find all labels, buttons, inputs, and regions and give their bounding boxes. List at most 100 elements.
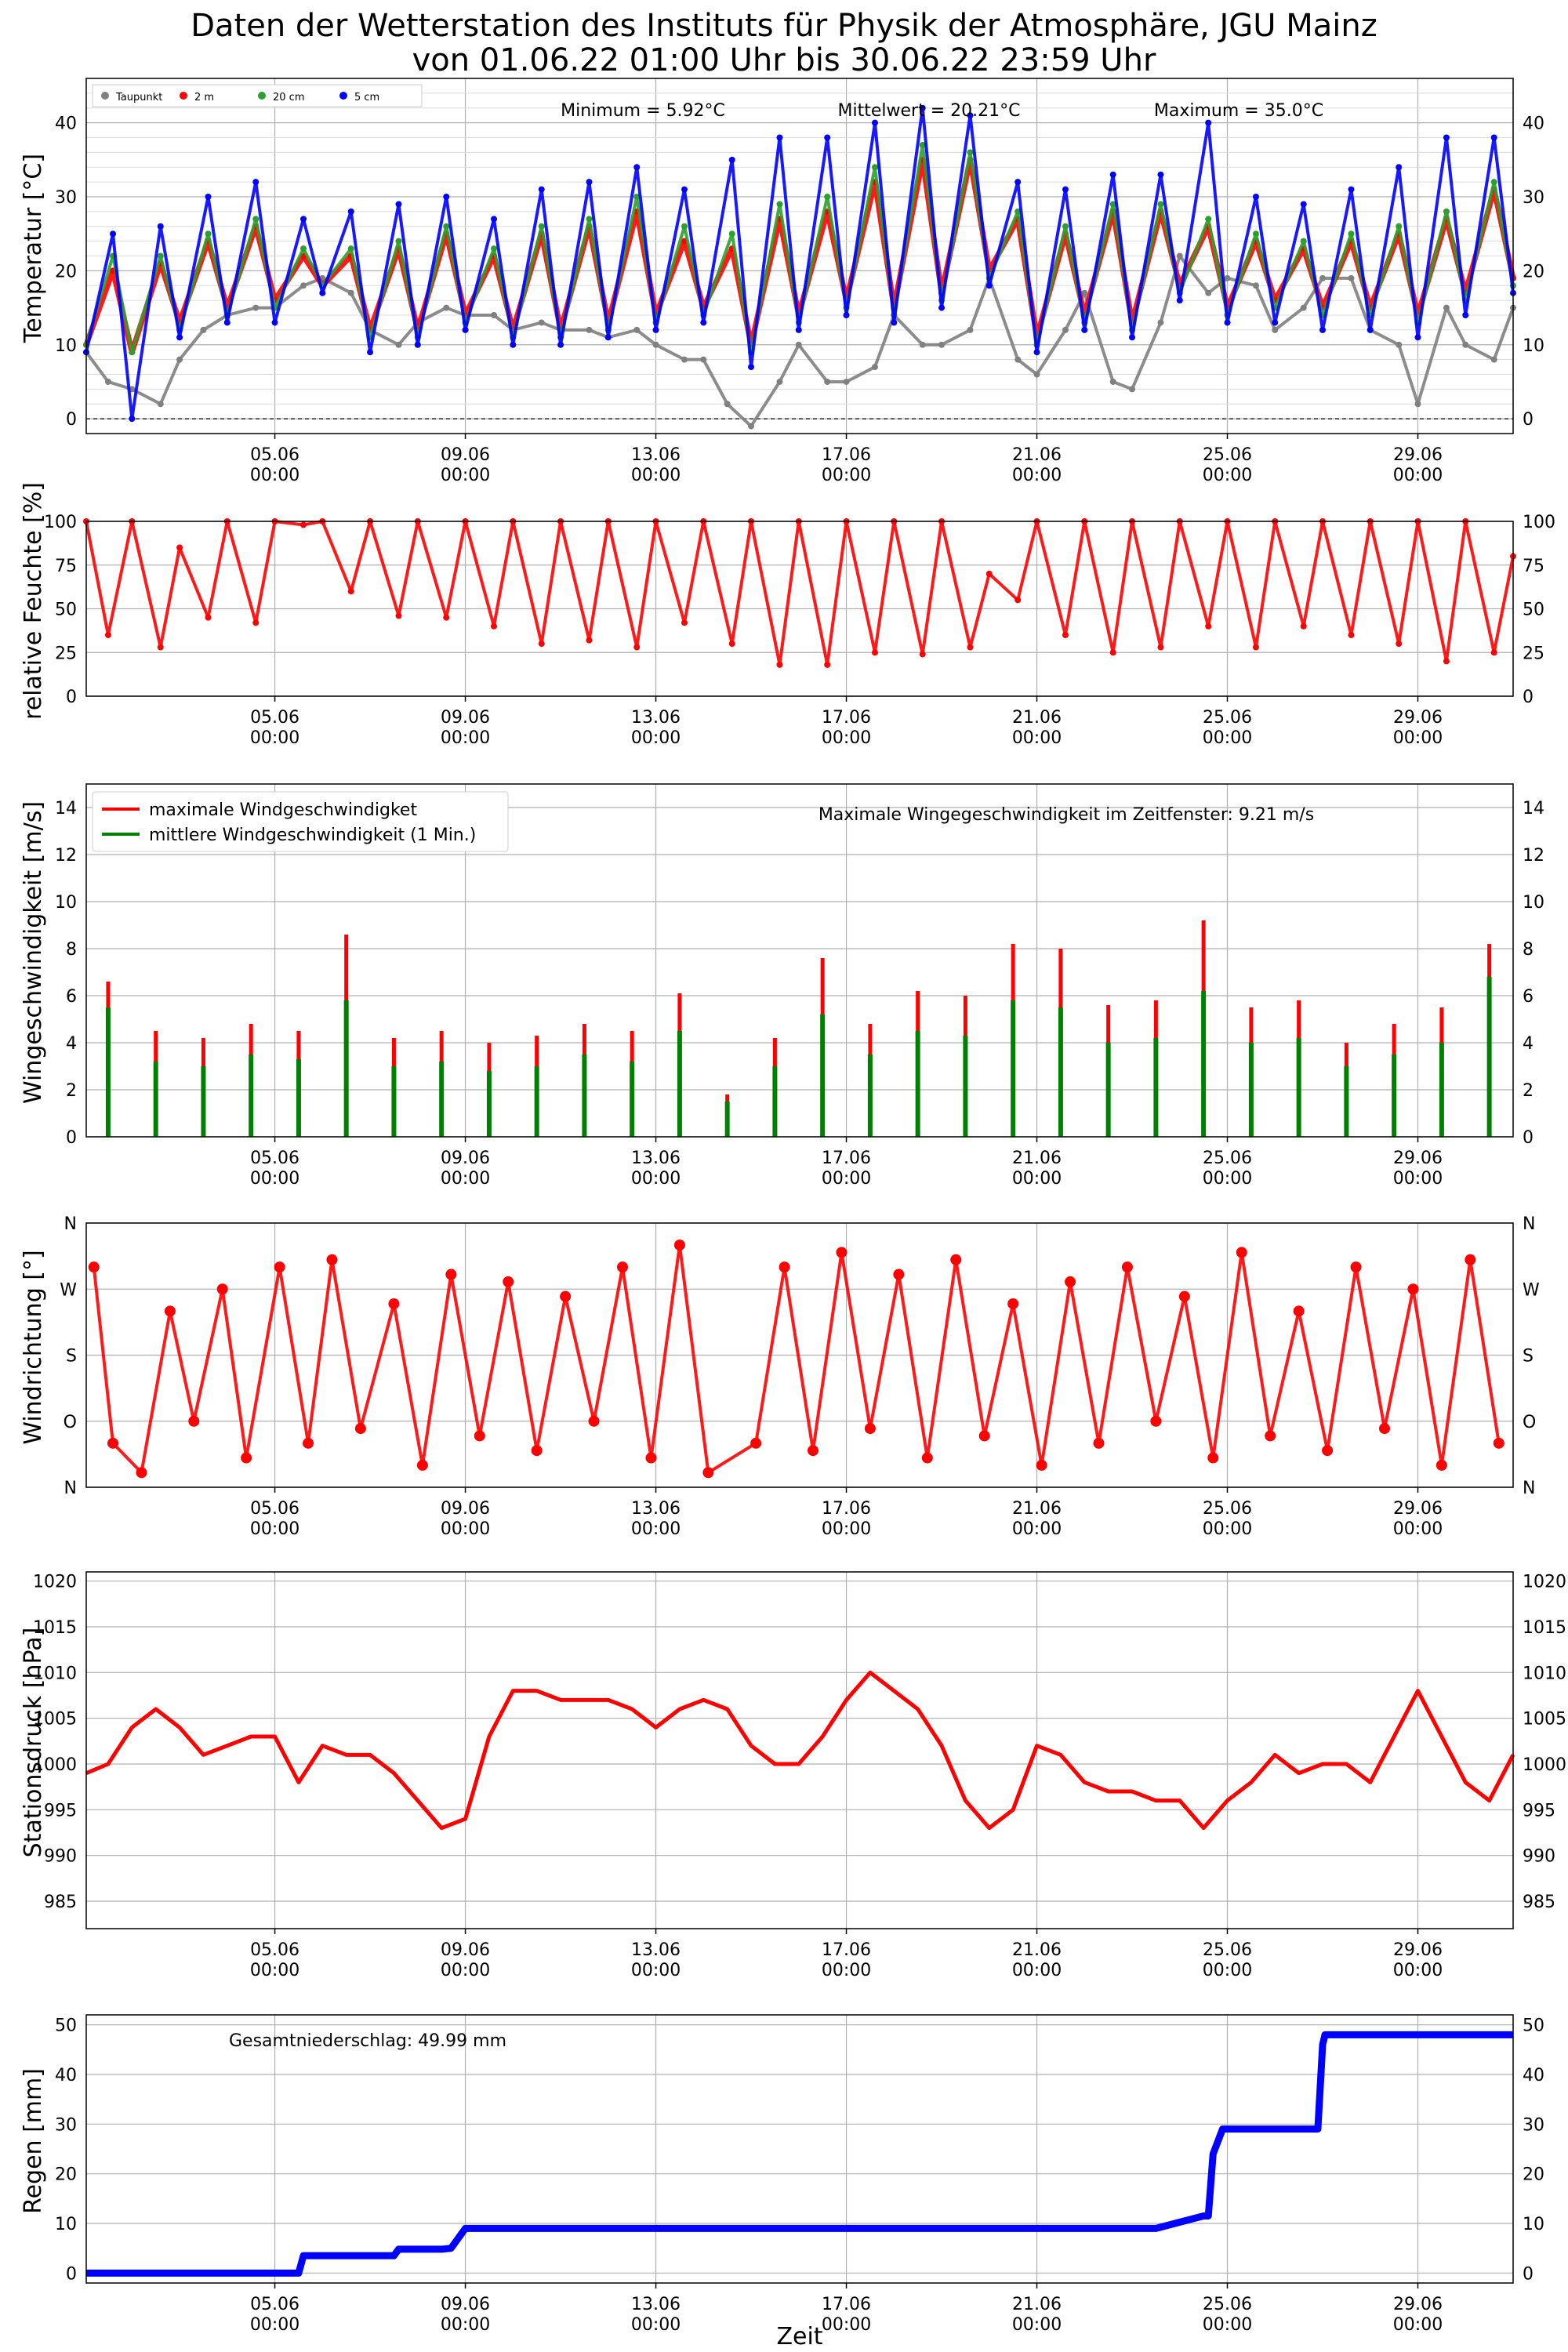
data-point: [1109, 378, 1116, 385]
data-point: [1236, 1247, 1247, 1258]
data-point: [491, 622, 497, 630]
x-tick-label: 00:00: [441, 728, 490, 748]
data-point: [1443, 208, 1450, 215]
data-point: [1293, 1305, 1305, 1317]
data-point: [205, 230, 212, 238]
y-tick-label: 10: [55, 893, 77, 913]
y-tick-label-right: 990: [1523, 1847, 1555, 1867]
data-point: [1396, 641, 1403, 648]
data-point: [1265, 1430, 1276, 1442]
panel-5: 05.0600:0009.0600:0013.0600:0017.0600:00…: [20, 2014, 1544, 2335]
data-point: [347, 245, 354, 252]
y-tick-label: 100: [44, 513, 77, 532]
data-point: [252, 179, 260, 186]
data-point: [893, 1269, 905, 1280]
y-tick-label: 75: [55, 557, 77, 576]
y-tick-label-right: 20: [1523, 262, 1544, 281]
x-tick-label: 13.06: [631, 1940, 681, 1960]
data-point: [702, 1467, 714, 1479]
legend-label: 5 cm: [354, 92, 379, 103]
x-tick-label: 00:00: [1203, 1169, 1252, 1189]
y-tick-label-right: 20: [1523, 2165, 1544, 2185]
data-point: [950, 1254, 962, 1265]
y-tick-label-right: 0: [1523, 2264, 1534, 2284]
data-point: [538, 319, 545, 326]
data-point: [274, 1261, 285, 1273]
data-point: [586, 637, 593, 644]
data-point: [978, 1430, 990, 1442]
x-tick-label: 09.06: [441, 708, 490, 728]
legend-marker: [101, 92, 109, 100]
data-point: [1350, 1261, 1362, 1273]
data-point: [824, 661, 831, 668]
data-point: [474, 1430, 485, 1442]
data-point: [303, 1437, 314, 1449]
data-point: [1252, 194, 1259, 200]
x-tick-label: 00:00: [822, 1169, 871, 1189]
chart-panels: 05.0600:0009.0600:0013.0600:0017.0600:00…: [20, 78, 1566, 2335]
data-point: [300, 282, 307, 289]
data-point: [1062, 326, 1069, 333]
y-tick-label: 1015: [33, 1618, 77, 1638]
y-tick-label-right: 985: [1523, 1893, 1555, 1912]
data-point: [728, 641, 735, 648]
x-tick-label: 00:00: [1012, 1961, 1062, 1980]
series-5-cm: [83, 104, 1516, 423]
y-tick-label: 0: [66, 2264, 77, 2284]
data-point: [985, 282, 993, 289]
y-axis-label: Temperatur [°C]: [20, 154, 47, 343]
x-tick-label: 05.06: [250, 1149, 299, 1168]
data-point: [1176, 297, 1183, 304]
data-point: [347, 289, 354, 296]
y-tick-label: 1020: [33, 1573, 77, 1592]
y-tick-label: 10: [55, 336, 77, 356]
data-point: [1129, 334, 1136, 341]
y-tick-label: 10: [55, 2215, 77, 2234]
y-tick-label: 985: [44, 1893, 77, 1912]
y-tick-label: 20: [55, 2165, 77, 2185]
data-point: [645, 1452, 657, 1464]
data-point: [633, 644, 641, 651]
data-point: [1157, 319, 1164, 326]
data-point: [129, 416, 136, 423]
axes-frame: [85, 1571, 1514, 1929]
x-tick-label: 00:00: [1012, 1519, 1062, 1539]
x-tick-label: 00:00: [1393, 466, 1443, 485]
data-point: [1093, 1437, 1105, 1449]
y-tick-label: W: [60, 1280, 77, 1300]
series-3-0: [88, 1240, 1504, 1479]
data-point: [388, 1298, 400, 1309]
data-point: [538, 641, 545, 648]
x-tick-label: 00:00: [1012, 2315, 1062, 2335]
data-point: [1176, 252, 1183, 260]
data-point: [223, 319, 230, 326]
data-point: [445, 1269, 457, 1280]
data-point: [1414, 334, 1421, 341]
data-point: [938, 341, 946, 348]
y-tick-label-right: 10: [1523, 2215, 1544, 2234]
panel-1: 05.0600:0009.0600:0013.0600:0017.0600:00…: [20, 482, 1555, 748]
y-tick-label-right: 30: [1523, 2115, 1544, 2135]
data-point: [1109, 171, 1116, 178]
data-point: [1178, 1290, 1190, 1302]
x-tick-label: 00:00: [1393, 1519, 1443, 1539]
data-point: [864, 1423, 876, 1435]
data-point: [1465, 1254, 1476, 1265]
x-tick-label: 29.06: [1393, 2295, 1443, 2314]
y-tick-label: 25: [55, 644, 77, 663]
data-point: [538, 186, 545, 193]
y-tick-label-right: 40: [1523, 114, 1544, 134]
data-point: [1367, 326, 1374, 333]
data-point: [1319, 326, 1327, 333]
y-tick-label: O: [64, 1413, 77, 1432]
x-tick-label: 25.06: [1203, 2295, 1252, 2314]
data-point: [776, 378, 783, 385]
data-point: [1109, 201, 1116, 208]
legend-marker: [339, 92, 347, 100]
x-tick-label: 17.06: [822, 1940, 871, 1960]
x-axis-label: Zeit: [776, 2323, 822, 2350]
data-point: [1081, 289, 1088, 296]
x-tick-label: 00:00: [631, 2315, 681, 2335]
data-point: [1252, 230, 1259, 238]
